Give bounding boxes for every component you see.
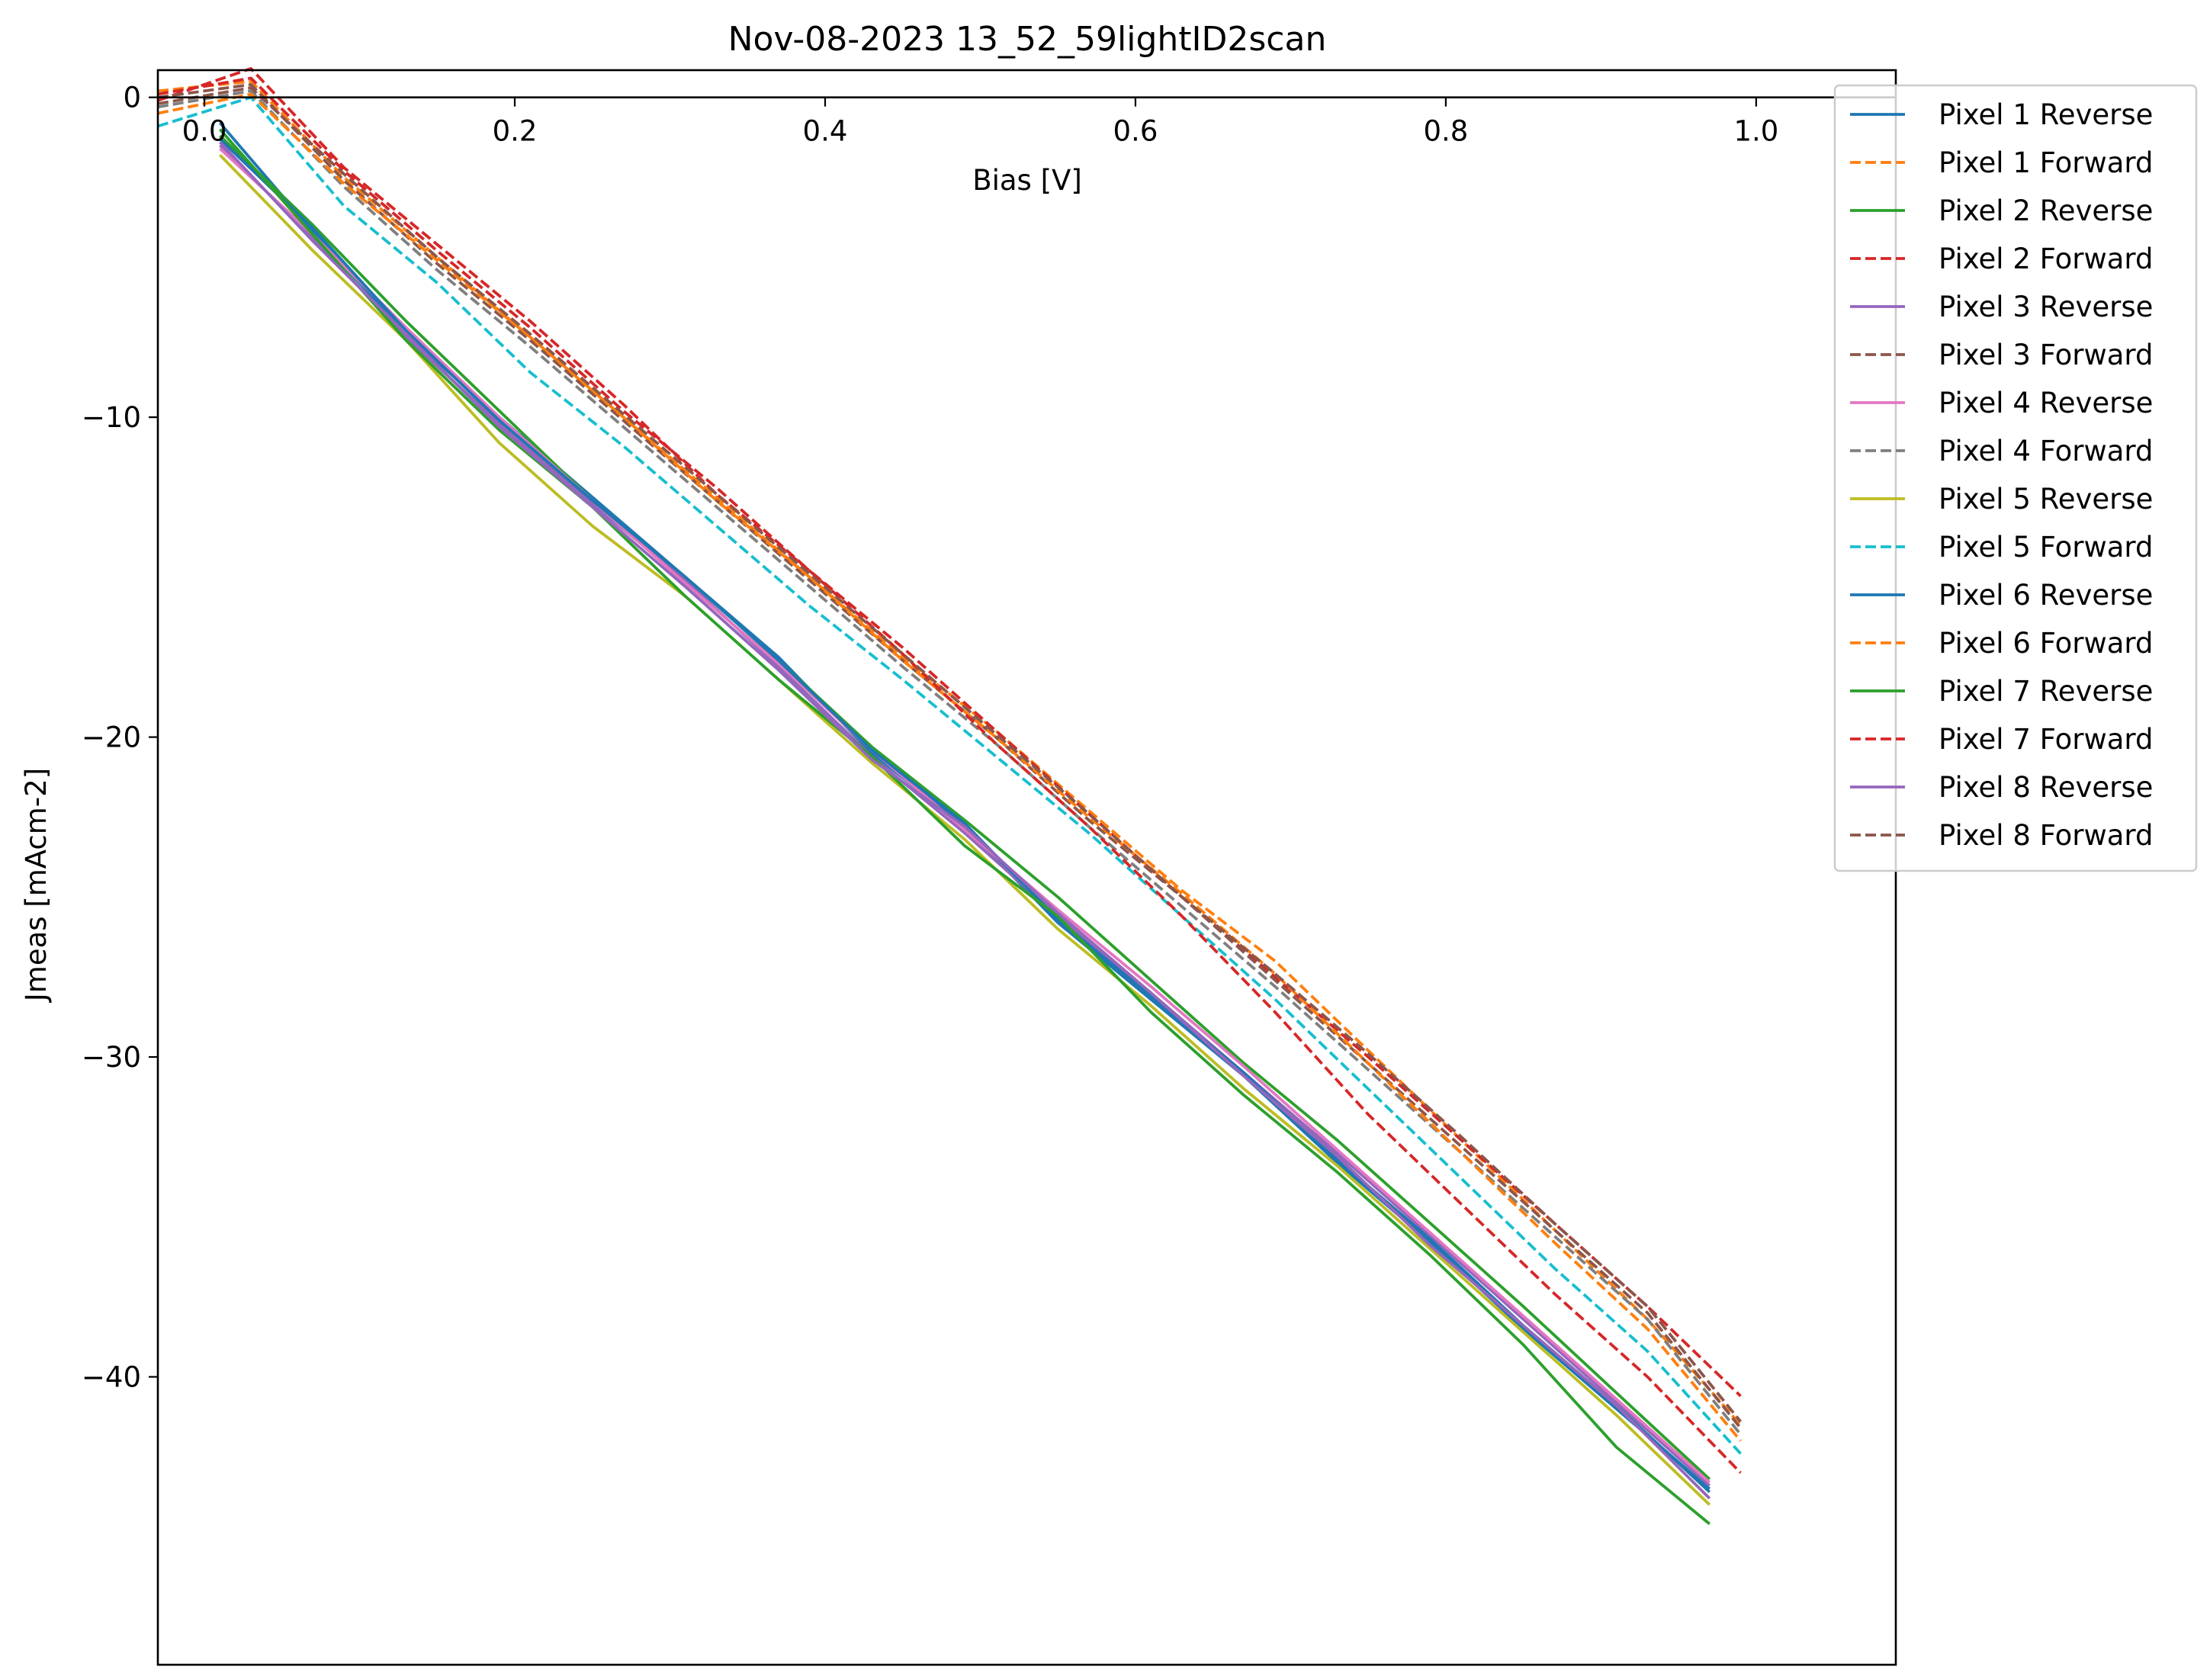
y-axis-label: Jmeas [mAcm-2] [20, 768, 53, 1003]
series-line-16 [157, 86, 1742, 1423]
x-tick-label: 0.2 [493, 115, 538, 148]
y-tick-label: −20 [82, 721, 141, 754]
legend-label: Pixel 8 Reverse [1939, 771, 2153, 804]
series-line-3 [219, 134, 1711, 1481]
y-tick-label: −10 [82, 401, 141, 434]
legend-label: Pixel 1 Forward [1939, 146, 2153, 179]
legend-label: Pixel 4 Forward [1939, 435, 2153, 467]
legend: Pixel 1 Reverse Pixel 1 Forward Pixel 2 Re… [1833, 84, 2198, 872]
series-group [157, 67, 1742, 1525]
x-tick-label: 0.6 [1113, 115, 1158, 148]
y-tick-label: −40 [82, 1360, 141, 1393]
chart-title: Nov-08-2023 13_52_59lightID2scan [728, 20, 1327, 59]
x-tick-label: 0.0 [182, 115, 227, 148]
y-tick-label: 0 [123, 82, 141, 114]
x-tick-label: 1.0 [1733, 115, 1778, 148]
legend-label: Pixel 7 Reverse [1939, 675, 2153, 708]
series-line-12 [157, 92, 1742, 1442]
legend-label: Pixel 1 Reverse [1939, 98, 2153, 131]
y-tick-label: −30 [82, 1041, 141, 1074]
y-ticks: 0 −10 −20 −30 −40 [82, 82, 158, 1393]
x-tick-label: 0.8 [1423, 115, 1468, 148]
legend-label: Pixel 6 Forward [1939, 627, 2153, 660]
legend-label: Pixel 5 Forward [1939, 531, 2153, 564]
x-ticks: 0.0 0.2 0.4 0.6 0.8 1.0 [182, 97, 1778, 148]
legend-label: Pixel 2 Reverse [1939, 194, 2153, 227]
legend-label: Pixel 8 Forward [1939, 819, 2153, 852]
x-tick-label: 0.4 [803, 115, 848, 148]
legend-label: Pixel 4 Reverse [1939, 387, 2153, 419]
series-line-7 [219, 147, 1711, 1484]
legend-label: Pixel 2 Forward [1939, 243, 2153, 275]
series-line-9 [219, 153, 1711, 1506]
x-axis-label: Bias [V] [972, 164, 1082, 197]
legend-label: Pixel 7 Forward [1939, 723, 2153, 756]
series-line-15 [219, 141, 1711, 1500]
plot-area: 0.0 0.2 0.4 0.6 0.8 1.0 0 −10 −20 −30 −40 [82, 67, 1897, 1666]
legend-label: Pixel 5 Reverse [1939, 483, 2153, 516]
legend-label: Pixel 3 Reverse [1939, 291, 2153, 323]
legend-box [1833, 84, 2198, 872]
legend-label: Pixel 3 Forward [1939, 339, 2153, 371]
series-line-11 [219, 137, 1711, 1493]
series-line-10 [157, 95, 1742, 1455]
series-line-13 [218, 128, 1711, 1525]
series-line-14 [157, 76, 1742, 1474]
legend-label: Pixel 6 Reverse [1939, 579, 2153, 612]
